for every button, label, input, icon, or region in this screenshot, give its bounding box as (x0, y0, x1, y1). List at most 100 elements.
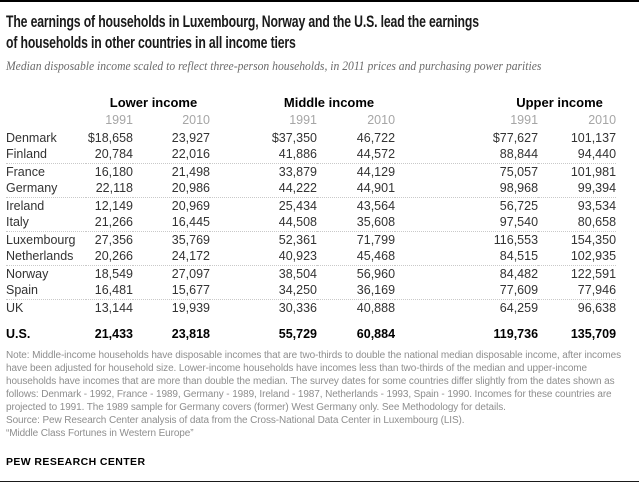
income-value: 35,608 (317, 214, 396, 232)
table-row: UK 13,144 19,939 30,336 40,888 64,259 96,638 (6, 299, 616, 316)
income-value: 119,736 (493, 326, 539, 341)
column-group-lower-income: Lower income (109, 95, 198, 110)
income-value: 45,468 (317, 248, 396, 266)
infographic-content: The earnings of households in Luxembourg… (0, 11, 639, 440)
income-value: 23,927 (171, 130, 211, 145)
corner-cell (6, 110, 86, 129)
column-header-year: 2010 (367, 112, 396, 127)
corner-cell (6, 93, 86, 110)
income-value: 93,534 (577, 198, 617, 213)
income-value: 16,481 (86, 282, 133, 300)
country-label: Denmark (6, 130, 57, 145)
income-value: 84,482 (499, 266, 539, 281)
income-value: 24,172 (133, 248, 211, 266)
income-value: 64,259 (499, 300, 539, 315)
country-label: Italy (6, 214, 86, 232)
income-value: 18,549 (94, 266, 133, 281)
income-value: 71,799 (356, 232, 396, 247)
income-value: $18,658 (87, 130, 133, 145)
page-title: The earnings of households in Luxembourg… (6, 12, 479, 52)
income-value: 55,729 (278, 326, 318, 341)
income-value: 56,960 (356, 266, 396, 281)
income-value: 94,440 (538, 146, 617, 164)
income-value: 13,144 (94, 300, 133, 315)
income-value: $77,627 (492, 130, 539, 145)
income-value: 22,016 (133, 146, 211, 164)
income-value: 21,498 (171, 164, 211, 179)
income-value: 80,658 (538, 214, 617, 232)
income-value: 20,986 (133, 180, 211, 198)
income-value: 40,923 (210, 248, 318, 266)
note-text: Note: Middle-income households have disp… (6, 350, 621, 413)
income-value: 101,981 (570, 164, 617, 179)
pew-research-center-wordmark: PEW RESEARCH CENTER (6, 456, 146, 468)
income-value: 44,508 (210, 214, 318, 232)
year-header-row: 1991 2010 1991 2010 1991 2010 (6, 110, 616, 129)
income-value: 52,361 (278, 232, 318, 247)
income-value: 33,879 (278, 164, 318, 179)
income-value: 20,784 (86, 146, 133, 164)
country-label: Luxembourg (6, 232, 76, 247)
bottom-border-rule (0, 481, 639, 482)
table-row-us-summary: U.S. 21,433 23,818 55,729 60,884 119,736 135,7… (6, 316, 616, 342)
income-value: 36,169 (317, 282, 396, 300)
column-group-middle-income: Middle income (283, 95, 375, 110)
income-value: 102,935 (538, 248, 617, 266)
table-row: Denmark $18,658 23,927 $37,350 46,722 $77,627… (6, 129, 616, 146)
income-value: 116,553 (493, 232, 539, 247)
income-value: 77,946 (538, 282, 617, 300)
income-value: 60,884 (356, 326, 396, 341)
income-value: 84,515 (395, 248, 539, 266)
table-body: Denmark $18,658 23,927 $37,350 46,722 $77,627… (6, 129, 617, 342)
income-value: 44,572 (317, 146, 396, 164)
income-value: 75,057 (499, 164, 539, 179)
column-header-year: 1991 (105, 112, 133, 127)
income-value: 101,137 (570, 130, 617, 145)
income-value: 35,769 (171, 232, 211, 247)
income-value: 135,709 (570, 326, 617, 341)
column-header-year: 2010 (182, 112, 211, 127)
income-value: 21,433 (94, 326, 133, 341)
income-value: 44,129 (356, 164, 396, 179)
country-label: France (6, 164, 45, 179)
column-group-upper-income: Upper income (516, 95, 603, 110)
income-value: 44,901 (317, 180, 396, 198)
income-value: 19,939 (171, 300, 211, 315)
income-value: 96,638 (577, 300, 617, 315)
report-title-text: “Middle Class Fortunes in Western Europe… (6, 428, 194, 439)
income-value: 77,609 (395, 282, 539, 300)
country-label: Norway (6, 266, 49, 281)
income-value: 30,336 (278, 300, 318, 315)
column-header-year: 1991 (289, 112, 318, 127)
income-value: 88,844 (395, 146, 539, 164)
income-value: 43,564 (356, 198, 396, 213)
income-value: 122,591 (570, 266, 617, 281)
income-value: 38,504 (278, 266, 318, 281)
table-row: Finland 20,784 22,016 41,886 44,572 88,844 94,… (6, 146, 617, 164)
income-value: 12,149 (94, 198, 133, 213)
income-value: 20,266 (86, 248, 133, 266)
country-label: Ireland (6, 198, 45, 213)
table-row: France 16,180 21,498 33,879 44,129 75,057 101,… (6, 163, 616, 180)
country-label: Germany (6, 180, 86, 198)
income-value: 22,118 (86, 180, 133, 198)
income-value: $37,350 (271, 130, 318, 145)
table-row: Norway 18,549 27,097 38,504 56,960 84,482 122,… (6, 265, 616, 282)
table-row: Spain 16,481 15,677 34,250 36,169 77,609 77,94… (6, 282, 617, 300)
country-label: U.S. (6, 326, 31, 341)
income-value: 56,725 (499, 198, 539, 213)
income-value: 23,818 (171, 326, 211, 341)
income-value: 46,722 (356, 130, 396, 145)
income-value: 99,394 (538, 180, 617, 198)
country-label: Spain (6, 282, 86, 300)
table-row: Netherlands 20,266 24,172 40,923 45,468 84,51… (6, 248, 617, 266)
income-value: 154,350 (570, 232, 617, 247)
table-row: Italy 21,266 16,445 44,508 35,608 97,540 80,65… (6, 214, 617, 232)
income-value: 16,180 (94, 164, 133, 179)
table-row: Ireland 12,149 20,969 25,434 43,564 56,725 93,… (6, 197, 616, 214)
country-label: UK (6, 300, 24, 315)
income-value: 27,097 (171, 266, 211, 281)
income-value: 21,266 (86, 214, 133, 232)
income-value: 15,677 (133, 282, 211, 300)
income-value: 27,356 (94, 232, 133, 247)
